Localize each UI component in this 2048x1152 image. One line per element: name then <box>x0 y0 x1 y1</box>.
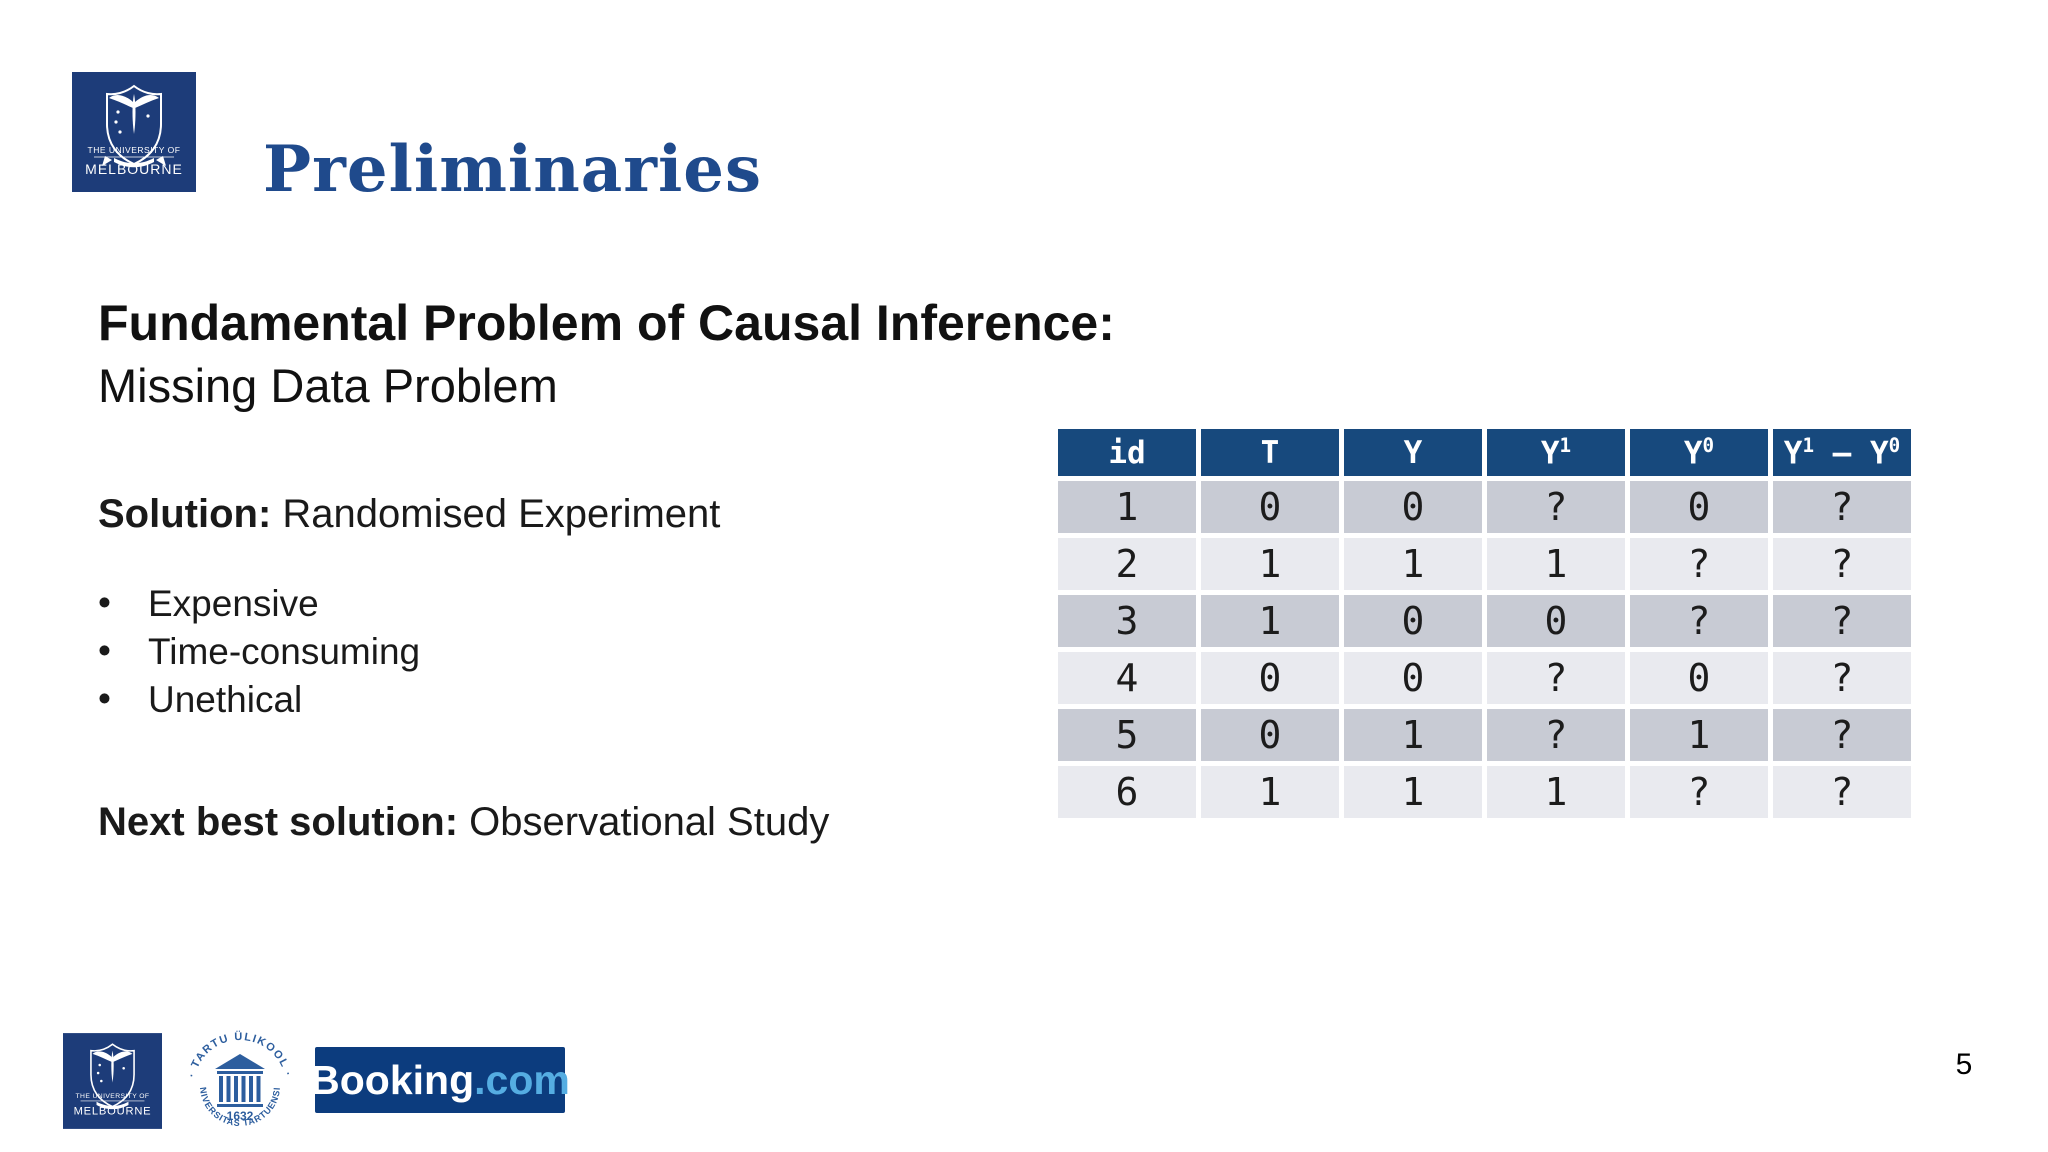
table-cell: 0 <box>1339 647 1487 709</box>
table-row: 4 0 0? 0? <box>1053 647 1916 709</box>
table-header-cell: id <box>1053 424 1201 481</box>
solution-line: Solution: Randomised Experiment <box>98 490 720 538</box>
table-cell: 1 <box>1625 704 1773 766</box>
booking-logo: Booking .com <box>310 1047 570 1113</box>
next-solution-line: Next best solution: Observational Study <box>98 798 829 846</box>
table-cell: ? <box>1625 533 1773 595</box>
table-cell: 1 <box>1339 761 1487 823</box>
table-cell: ? <box>1768 647 1916 709</box>
table-cell: 0 <box>1339 476 1487 538</box>
table-row: 5 0 1? 1? <box>1053 704 1916 766</box>
list-item: Time-consuming <box>98 627 420 676</box>
solution-text: Randomised Experiment <box>271 492 721 536</box>
uom-logo-line2: MELBOURNE <box>74 1106 152 1118</box>
uom-logo-line2: MELBOURNE <box>85 161 183 177</box>
table-cell: ? <box>1768 476 1916 538</box>
table-header-cell: Y0 <box>1625 424 1773 481</box>
table-cell: ? <box>1768 704 1916 766</box>
table-cell: 0 <box>1196 647 1344 709</box>
table-cell: 0 <box>1339 590 1487 652</box>
next-solution-text: Observational Study <box>458 800 830 844</box>
table-header-cell: T <box>1196 424 1344 481</box>
table-header-cell: Y <box>1339 424 1487 481</box>
uom-logo-line1: THE UNIVERSITY OF <box>88 145 181 155</box>
table-cell: 0 <box>1625 476 1773 538</box>
university-melbourne-logo-icon: THE UNIVERSITY OF MELBOURNE <box>72 72 196 192</box>
table-cell: 1 <box>1482 533 1630 595</box>
outcome-table: id T Y Y1 Y0 Y1 – Y0 1 0 0? 0? 2 1 1 1?? 3 1 0 0?? 4 0 0? 0?… <box>1053 424 1916 823</box>
table-cell: ? <box>1625 590 1773 652</box>
page-number: 5 <box>1955 1048 1973 1081</box>
heading-main: Fundamental Problem of Causal Inference: <box>98 295 1115 351</box>
booking-logo-text: Booking <box>310 1056 475 1103</box>
table-cell: 1 <box>1053 476 1201 538</box>
table-cell: 1 <box>1339 533 1487 595</box>
table-cell: ? <box>1482 704 1630 766</box>
booking-logo-accent-text: .com <box>474 1056 570 1103</box>
table-row: 1 0 0? 0? <box>1053 476 1916 538</box>
table-cell: ? <box>1768 761 1916 823</box>
table-header-cell: Y1 – Y0 <box>1768 424 1916 481</box>
list-item: Unethical <box>98 675 420 724</box>
table-cell: ? <box>1768 533 1916 595</box>
tartu-university-logo-icon: · TARTU ÜLIKOOL · UNIVERSITAS TARTUENSIS… <box>180 1026 293 1128</box>
table-cell: ? <box>1482 647 1630 709</box>
uom-logo-line1: THE UNIVERSITY OF <box>76 1093 150 1100</box>
table-row: 2 1 1 1?? <box>1053 533 1916 595</box>
table-cell: 2 <box>1053 533 1201 595</box>
tartu-building-icon <box>215 1054 265 1107</box>
tartu-logo-year: 1632 <box>227 1109 254 1123</box>
table-cell: 0 <box>1196 704 1344 766</box>
heading-sub: Missing Data Problem <box>98 359 558 412</box>
next-solution-label: Next best solution: <box>98 800 459 844</box>
bullet-list: Expensive Time-consuming Unethical <box>98 579 420 724</box>
table-cell: ? <box>1482 476 1630 538</box>
table-row: 3 1 0 0?? <box>1053 590 1916 652</box>
slide-title: Preliminaries <box>263 132 762 207</box>
table-cell: 0 <box>1625 647 1773 709</box>
uom-crest-figure <box>102 94 166 168</box>
table-cell: 3 <box>1053 590 1201 652</box>
table-cell: 0 <box>1482 590 1630 652</box>
table-cell: 0 <box>1196 476 1344 538</box>
table-cell: 1 <box>1339 704 1487 766</box>
table-cell: 1 <box>1196 761 1344 823</box>
table-header-row: id T Y Y1 Y0 Y1 – Y0 <box>1053 424 1916 481</box>
table-cell: 1 <box>1196 533 1344 595</box>
table-cell: 1 <box>1482 761 1630 823</box>
table-cell: ? <box>1625 761 1773 823</box>
heading-block: Fundamental Problem of Causal Inference:… <box>98 293 1115 415</box>
table-row: 6 1 1 1?? <box>1053 761 1916 823</box>
outcome-table-wrap: id T Y Y1 Y0 Y1 – Y0 1 0 0? 0? 2 1 1 1?? 3 1 0 0?? 4 0 0? 0?… <box>1053 424 1916 823</box>
table-cell: 5 <box>1053 704 1201 766</box>
solution-label: Solution: <box>98 492 272 536</box>
table-cell: ? <box>1768 590 1916 652</box>
university-melbourne-logo-icon: THE UNIVERSITY OF MELBOURNE <box>63 1033 162 1129</box>
table-cell: 4 <box>1053 647 1201 709</box>
table-cell: 1 <box>1196 590 1344 652</box>
table-cell: 6 <box>1053 761 1201 823</box>
list-item: Expensive <box>98 579 420 628</box>
table-header-cell: Y1 <box>1482 424 1630 481</box>
